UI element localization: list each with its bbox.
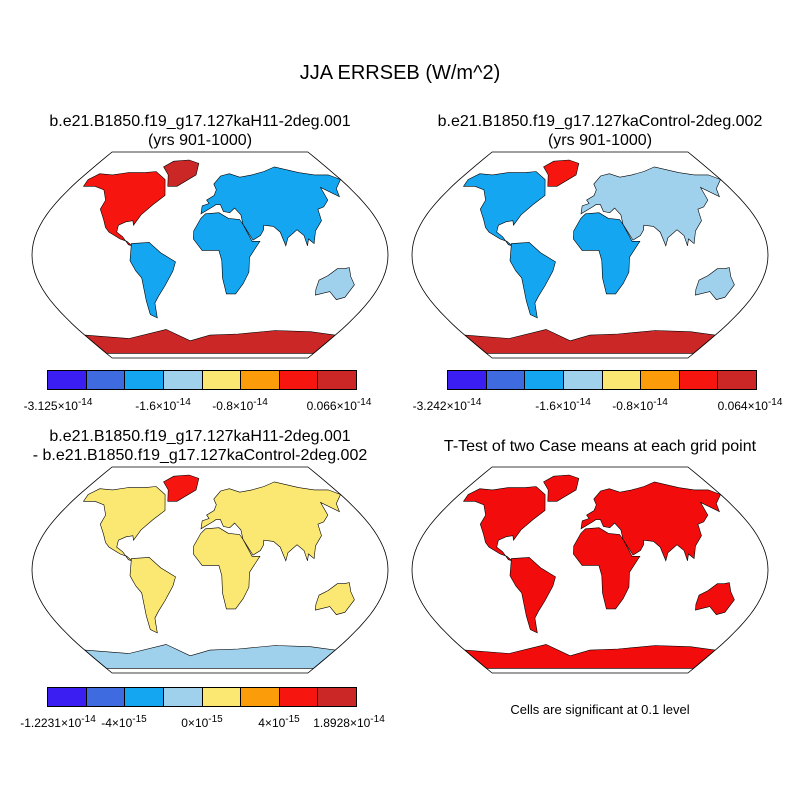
colorbar-swatch	[641, 371, 680, 389]
land-gl	[163, 159, 200, 187]
colorbar-swatch	[318, 371, 356, 389]
colorbar-swatch	[86, 688, 126, 706]
colorbar-swatch	[241, 688, 280, 706]
panel4-title: T-Test of two Case means at each grid po…	[443, 438, 757, 455]
land-au	[315, 582, 355, 615]
land-au	[695, 267, 735, 300]
land-an	[83, 644, 337, 669]
land-an	[83, 329, 337, 354]
colorbar-swatch	[202, 371, 242, 389]
colorbar-label: -0.8×10-14	[612, 397, 668, 413]
colorbar-swatch	[563, 371, 603, 389]
colorbar-swatch	[125, 371, 164, 389]
map-ttest	[411, 466, 769, 674]
colorbar-label: 1.8928×10-14	[313, 714, 385, 730]
land-af	[193, 527, 261, 610]
colorbar-swatch	[679, 371, 719, 389]
land-eu	[200, 166, 341, 247]
colorbar-label: -1.6×10-14	[535, 397, 591, 413]
colorbar-label: -4×10-15	[101, 714, 147, 730]
colorbar-swatch	[48, 688, 87, 706]
land-sa	[129, 242, 176, 319]
land-na	[462, 171, 546, 247]
colorbar-difference	[47, 687, 357, 707]
figure-title: JJA ERRSEB (W/m^2)	[299, 62, 501, 84]
map-case1	[31, 151, 389, 359]
land-gl	[543, 474, 580, 502]
land-an	[463, 644, 717, 669]
colorbar-swatch	[448, 371, 487, 389]
land-eu	[200, 481, 341, 562]
land-au	[315, 267, 355, 300]
colorbar-case2	[447, 370, 757, 390]
panel2-title: b.e21.B1850.f19_g17.127kaControl-2deg.00…	[437, 113, 763, 130]
panel1-title: b.e21.B1850.f19_g17.127kaH11-2deg.001	[49, 113, 351, 130]
land-af	[573, 212, 641, 295]
land-eu	[580, 481, 721, 562]
land-sa	[509, 557, 556, 634]
land-sa	[509, 242, 556, 319]
land-gl	[163, 474, 200, 502]
colorbar-swatch	[163, 371, 203, 389]
panel3-title: b.e21.B1850.f19_g17.127kaH11-2deg.001	[49, 428, 351, 445]
colorbar-swatch	[486, 371, 526, 389]
map-case2	[411, 151, 769, 359]
colorbar-swatch	[279, 688, 319, 706]
colorbar-swatch	[525, 371, 564, 389]
colorbar-case1	[47, 370, 357, 390]
land-sa	[129, 557, 176, 634]
colorbar-label: 4×10-15	[258, 714, 300, 730]
land-gl	[543, 159, 580, 187]
land-au	[695, 582, 735, 615]
colorbar-label: -1.2231×10-14	[20, 714, 96, 730]
colorbar-label: -3.125×10-14	[23, 397, 93, 413]
colorbar-label: 0.066×10-14	[306, 397, 372, 413]
colorbar-swatch	[241, 371, 280, 389]
land-af	[573, 527, 641, 610]
colorbar-swatch	[48, 371, 87, 389]
colorbar-label: -1.6×10-14	[135, 397, 191, 413]
land-af	[193, 212, 261, 295]
map-difference	[31, 466, 389, 674]
colorbar-swatch	[86, 371, 126, 389]
colorbar-label: 0×10-15	[181, 714, 223, 730]
panel3-subtitle: - b.e21.B1850.f19_g17.127kaControl-2deg.…	[32, 447, 368, 464]
significance-note: Cells are significant at 0.1 level	[510, 702, 690, 717]
land-eu	[580, 166, 721, 247]
land-an	[463, 329, 717, 354]
colorbar-label: -0.8×10-14	[212, 397, 268, 413]
colorbar-swatch	[718, 371, 756, 389]
panel2-subtitle: (yrs 901-1000)	[547, 132, 653, 149]
colorbar-swatch	[279, 371, 319, 389]
colorbar-label: -3.242×10-14	[412, 397, 482, 413]
land-na	[462, 486, 546, 562]
panel1-subtitle: (yrs 901-1000)	[147, 132, 253, 149]
colorbar-swatch	[125, 688, 164, 706]
colorbar-swatch	[202, 688, 242, 706]
colorbar-label: 0.064×10-14	[717, 397, 783, 413]
land-na	[82, 171, 166, 247]
land-na	[82, 486, 166, 562]
colorbar-swatch	[163, 688, 203, 706]
colorbar-swatch	[318, 688, 356, 706]
colorbar-swatch	[602, 371, 642, 389]
